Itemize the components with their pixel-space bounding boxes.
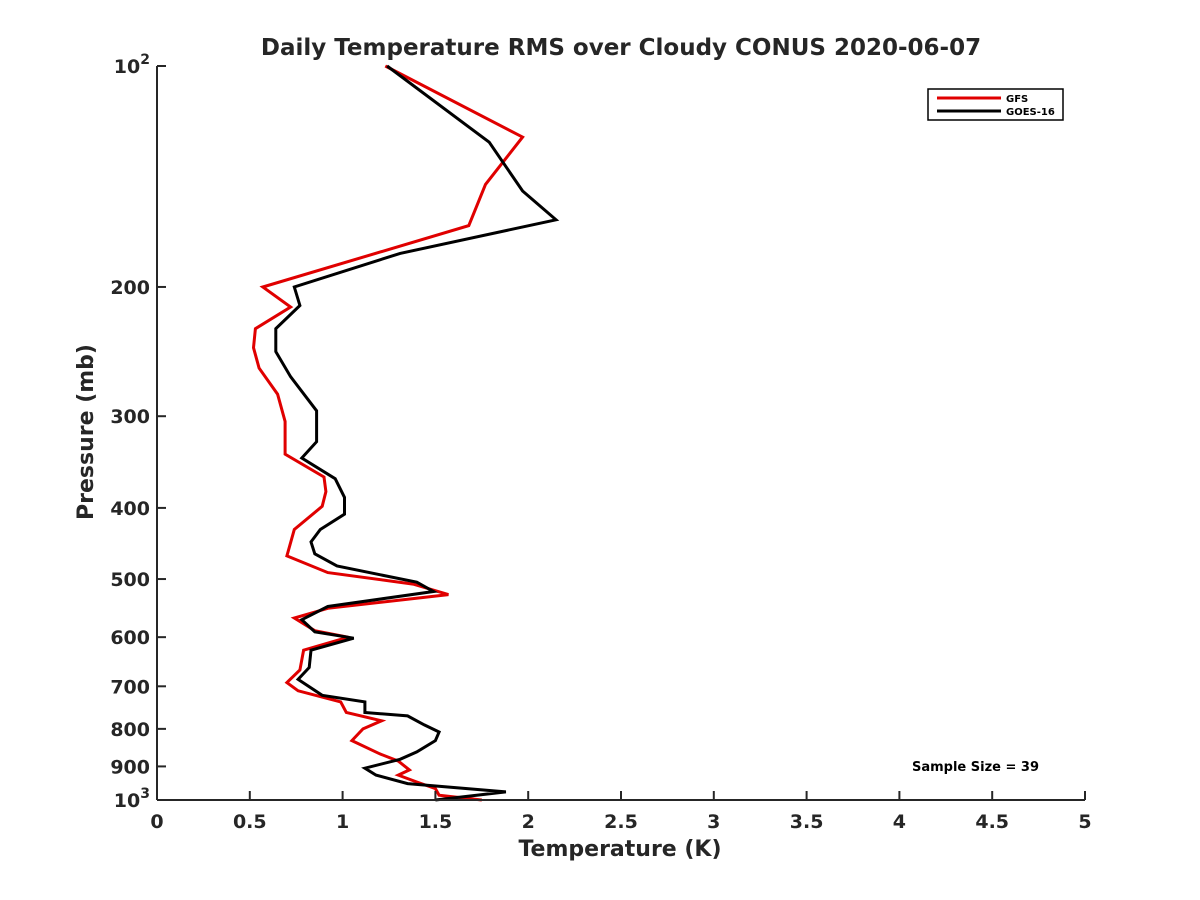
x-axis-label: Temperature (K)	[518, 837, 721, 862]
x-tick-label: 4	[893, 811, 906, 833]
x-tick-label: 0	[150, 811, 163, 833]
y-tick-label: 800	[110, 719, 150, 741]
y-tick-label: 500	[110, 569, 150, 591]
x-tick-label: 0.5	[233, 811, 267, 833]
x-tick-label: 4.5	[975, 811, 1009, 833]
y-tick-label: 600	[110, 627, 150, 649]
legend-box	[927, 88, 1064, 121]
sample-size-annotation: Sample Size = 39	[912, 760, 1039, 775]
x-axis: 0 0.5 1 1.5 2 2.5 3 3.5 4 4.5 5	[150, 791, 1092, 833]
y-tick-label: 103	[114, 786, 150, 812]
chart-title: Daily Temperature RMS over Cloudy CONUS …	[261, 35, 981, 61]
x-tick-label: 5	[1078, 811, 1091, 833]
x-tick-label: 1	[336, 811, 349, 833]
legend-label-gfs: GFS	[1006, 94, 1028, 105]
legend-label-goes-16: GOES-16	[1006, 107, 1055, 118]
x-tick-label: 2	[522, 811, 535, 833]
y-tick-label: 200	[110, 277, 150, 299]
y-axis: 102 200 300 400 500 600 700 800 900 103	[110, 52, 166, 812]
y-tick-label: 300	[110, 406, 150, 428]
x-tick-label: 2.5	[604, 811, 638, 833]
x-tick-label: 1.5	[419, 811, 453, 833]
x-tick-label: 3.5	[790, 811, 824, 833]
y-tick-label: 400	[110, 498, 150, 520]
y-tick-label: 700	[110, 676, 150, 698]
y-tick-label: 102	[114, 52, 150, 78]
plot-area	[251, 64, 560, 802]
legend: GFS GOES-16	[927, 88, 1064, 121]
series-line-gfs	[251, 64, 525, 802]
y-axis-label: Pressure (mb)	[74, 344, 99, 520]
series-line-goes-16	[274, 64, 560, 802]
y-tick-label: 900	[110, 756, 150, 778]
x-tick-label: 3	[707, 811, 720, 833]
